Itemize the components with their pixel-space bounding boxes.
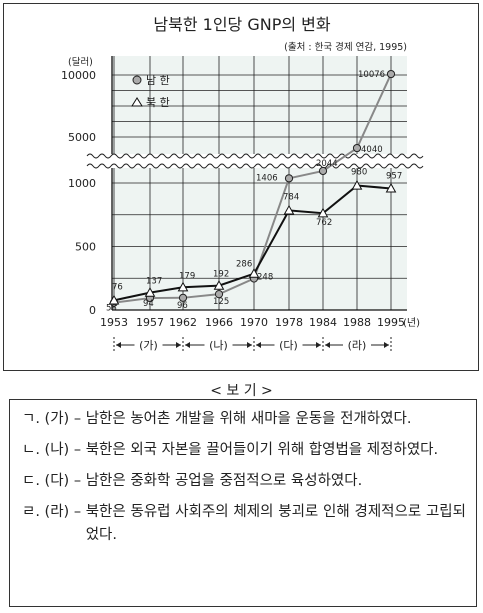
x-tick-label: 1984	[309, 316, 337, 329]
x-tick-label: 1988	[343, 316, 371, 329]
bogi-option-marker: ㄱ. (가) –	[22, 411, 86, 427]
x-axis-unit: (년)	[403, 317, 420, 329]
north-data-label: 762	[316, 218, 332, 228]
y-axis-unit: (달러)	[68, 56, 93, 68]
south-data-label: 125	[213, 297, 229, 307]
south-data-label: 4040	[361, 145, 383, 155]
period-arrow-head	[325, 342, 330, 348]
north-point-1970	[248, 268, 260, 278]
south-data-label: 2044	[316, 159, 338, 169]
period-label: (가)	[139, 339, 158, 352]
period-arrow-head	[316, 342, 321, 348]
period-arrow-head	[176, 342, 181, 348]
south-point-1984	[318, 166, 328, 176]
north-data-label: 137	[146, 277, 162, 287]
north-point-1995	[385, 182, 397, 193]
x-tick-label: 1966	[205, 316, 233, 329]
legend-label-north: 북 한	[146, 96, 170, 109]
y-tick-label: 500	[75, 241, 96, 254]
bogi-option-text: 북한은 외국 자본을 끌어들이기 위해 합영법을 제정하였다.	[85, 442, 439, 458]
chart-title: 남북한 1인당 GNP의 변화	[153, 15, 330, 34]
chart-frame: 남북한 1인당 GNP의 변화 (출처 : 한국 경제 연감, 1995) (달러)…	[3, 3, 479, 371]
north-point-1962	[177, 281, 189, 292]
north-data-label: 179	[179, 271, 195, 281]
bogi-option-marker: ㄹ. (라) –	[22, 504, 86, 520]
north-data-label: 286	[236, 260, 252, 270]
north-data-label: 784	[283, 192, 299, 202]
gnp-line-chart: 남북한 1인당 GNP의 변화 (출처 : 한국 경제 연감, 1995) (달러)…	[61, 15, 424, 353]
north-point-1957	[144, 287, 156, 297]
bogi-option-2: ㄴ. (나) – 북한은 외국 자본을 끌어들이기 위해 합영법을 제정하였다.	[22, 439, 466, 462]
period-arrow-head	[185, 342, 190, 348]
south-data-label: 10076	[358, 70, 385, 80]
x-tick-label: 1978	[275, 316, 303, 329]
south-point-1988	[352, 143, 362, 153]
legend-label-south: 남 한	[146, 74, 170, 87]
south-data-label: 94	[143, 299, 154, 309]
period-label: (라)	[348, 339, 367, 352]
y-tick-label: 1000	[68, 177, 96, 190]
bogi-option-marker: ㄷ. (다) –	[22, 473, 86, 489]
bogi-title: < 보 기 >	[210, 383, 273, 399]
north-point-1978	[283, 204, 295, 215]
y-tick-label: 5000	[68, 131, 96, 144]
south-point-1995	[386, 69, 396, 79]
x-tick-label: 1995	[377, 316, 405, 329]
south-data-label: 96	[177, 301, 188, 311]
north-data-label: 76	[112, 282, 123, 292]
bogi-option-1: ㄱ. (가) – 남한은 농어촌 개발을 위해 새마을 운동을 전개하였다.	[22, 408, 466, 431]
axis-break-wave	[86, 163, 424, 169]
north-point-1984	[317, 207, 329, 218]
axis-break-wave	[86, 153, 424, 159]
south-data-label: 248	[257, 273, 273, 283]
south-point-1966	[214, 290, 224, 299]
bogi-option-marker: ㄴ. (나) –	[22, 442, 86, 458]
period-arrow-head	[384, 342, 389, 348]
chart-source: (출처 : 한국 경제 연감, 1995)	[284, 41, 407, 53]
period-label: (나)	[209, 339, 228, 352]
north-data-label: 192	[213, 270, 229, 280]
x-tick-label: 1962	[169, 316, 197, 329]
north-point-1966	[213, 280, 225, 290]
south-point-1962	[178, 293, 188, 302]
north-data-label: 957	[386, 171, 402, 181]
period-label: (다)	[279, 339, 298, 352]
legend-triangle-icon	[131, 97, 143, 107]
south-data-label: 58	[106, 304, 117, 314]
axis-break-band	[87, 154, 421, 168]
bogi-option-3: ㄷ. (다) – 남한은 중화학 공업을 중점적으로 육성하였다.	[22, 470, 466, 493]
north-data-label: 980	[351, 168, 367, 178]
south-point-1978	[284, 174, 294, 183]
period-arrow-head	[256, 342, 261, 348]
legend-circle-icon	[132, 75, 142, 85]
bogi-option-text: 남한은 중화학 공업을 중점적으로 육성하였다.	[85, 473, 363, 489]
north-point-1953	[108, 294, 120, 305]
y-tick-label: 10000	[61, 69, 96, 82]
north-point-1988	[351, 180, 363, 190]
period-arrow-head	[116, 342, 121, 348]
y-tick-label: 0	[89, 304, 96, 317]
x-tick-label: 1970	[240, 316, 268, 329]
x-tick-label: 1957	[136, 316, 164, 329]
bogi-option-4: ㄹ. (라) – 북한은 동유럽 사회주의 체제의 붕괴로 인해 경제적으로 고…	[22, 501, 466, 547]
x-tick-label: 1953	[100, 316, 128, 329]
bogi-option-text: 남한은 농어촌 개발을 위해 새마을 운동을 전개하였다.	[85, 411, 412, 427]
period-arrow-head	[247, 342, 252, 348]
bogi-option-text: 북한은 동유럽 사회주의 체제의 붕괴로 인해 경제적으로 고립되었다.	[85, 504, 466, 543]
south-data-label: 1406	[256, 173, 278, 183]
bogi-box: ㄱ. (가) – 남한은 농어촌 개발을 위해 새마을 운동을 전개하였다. ㄴ…	[9, 399, 477, 607]
